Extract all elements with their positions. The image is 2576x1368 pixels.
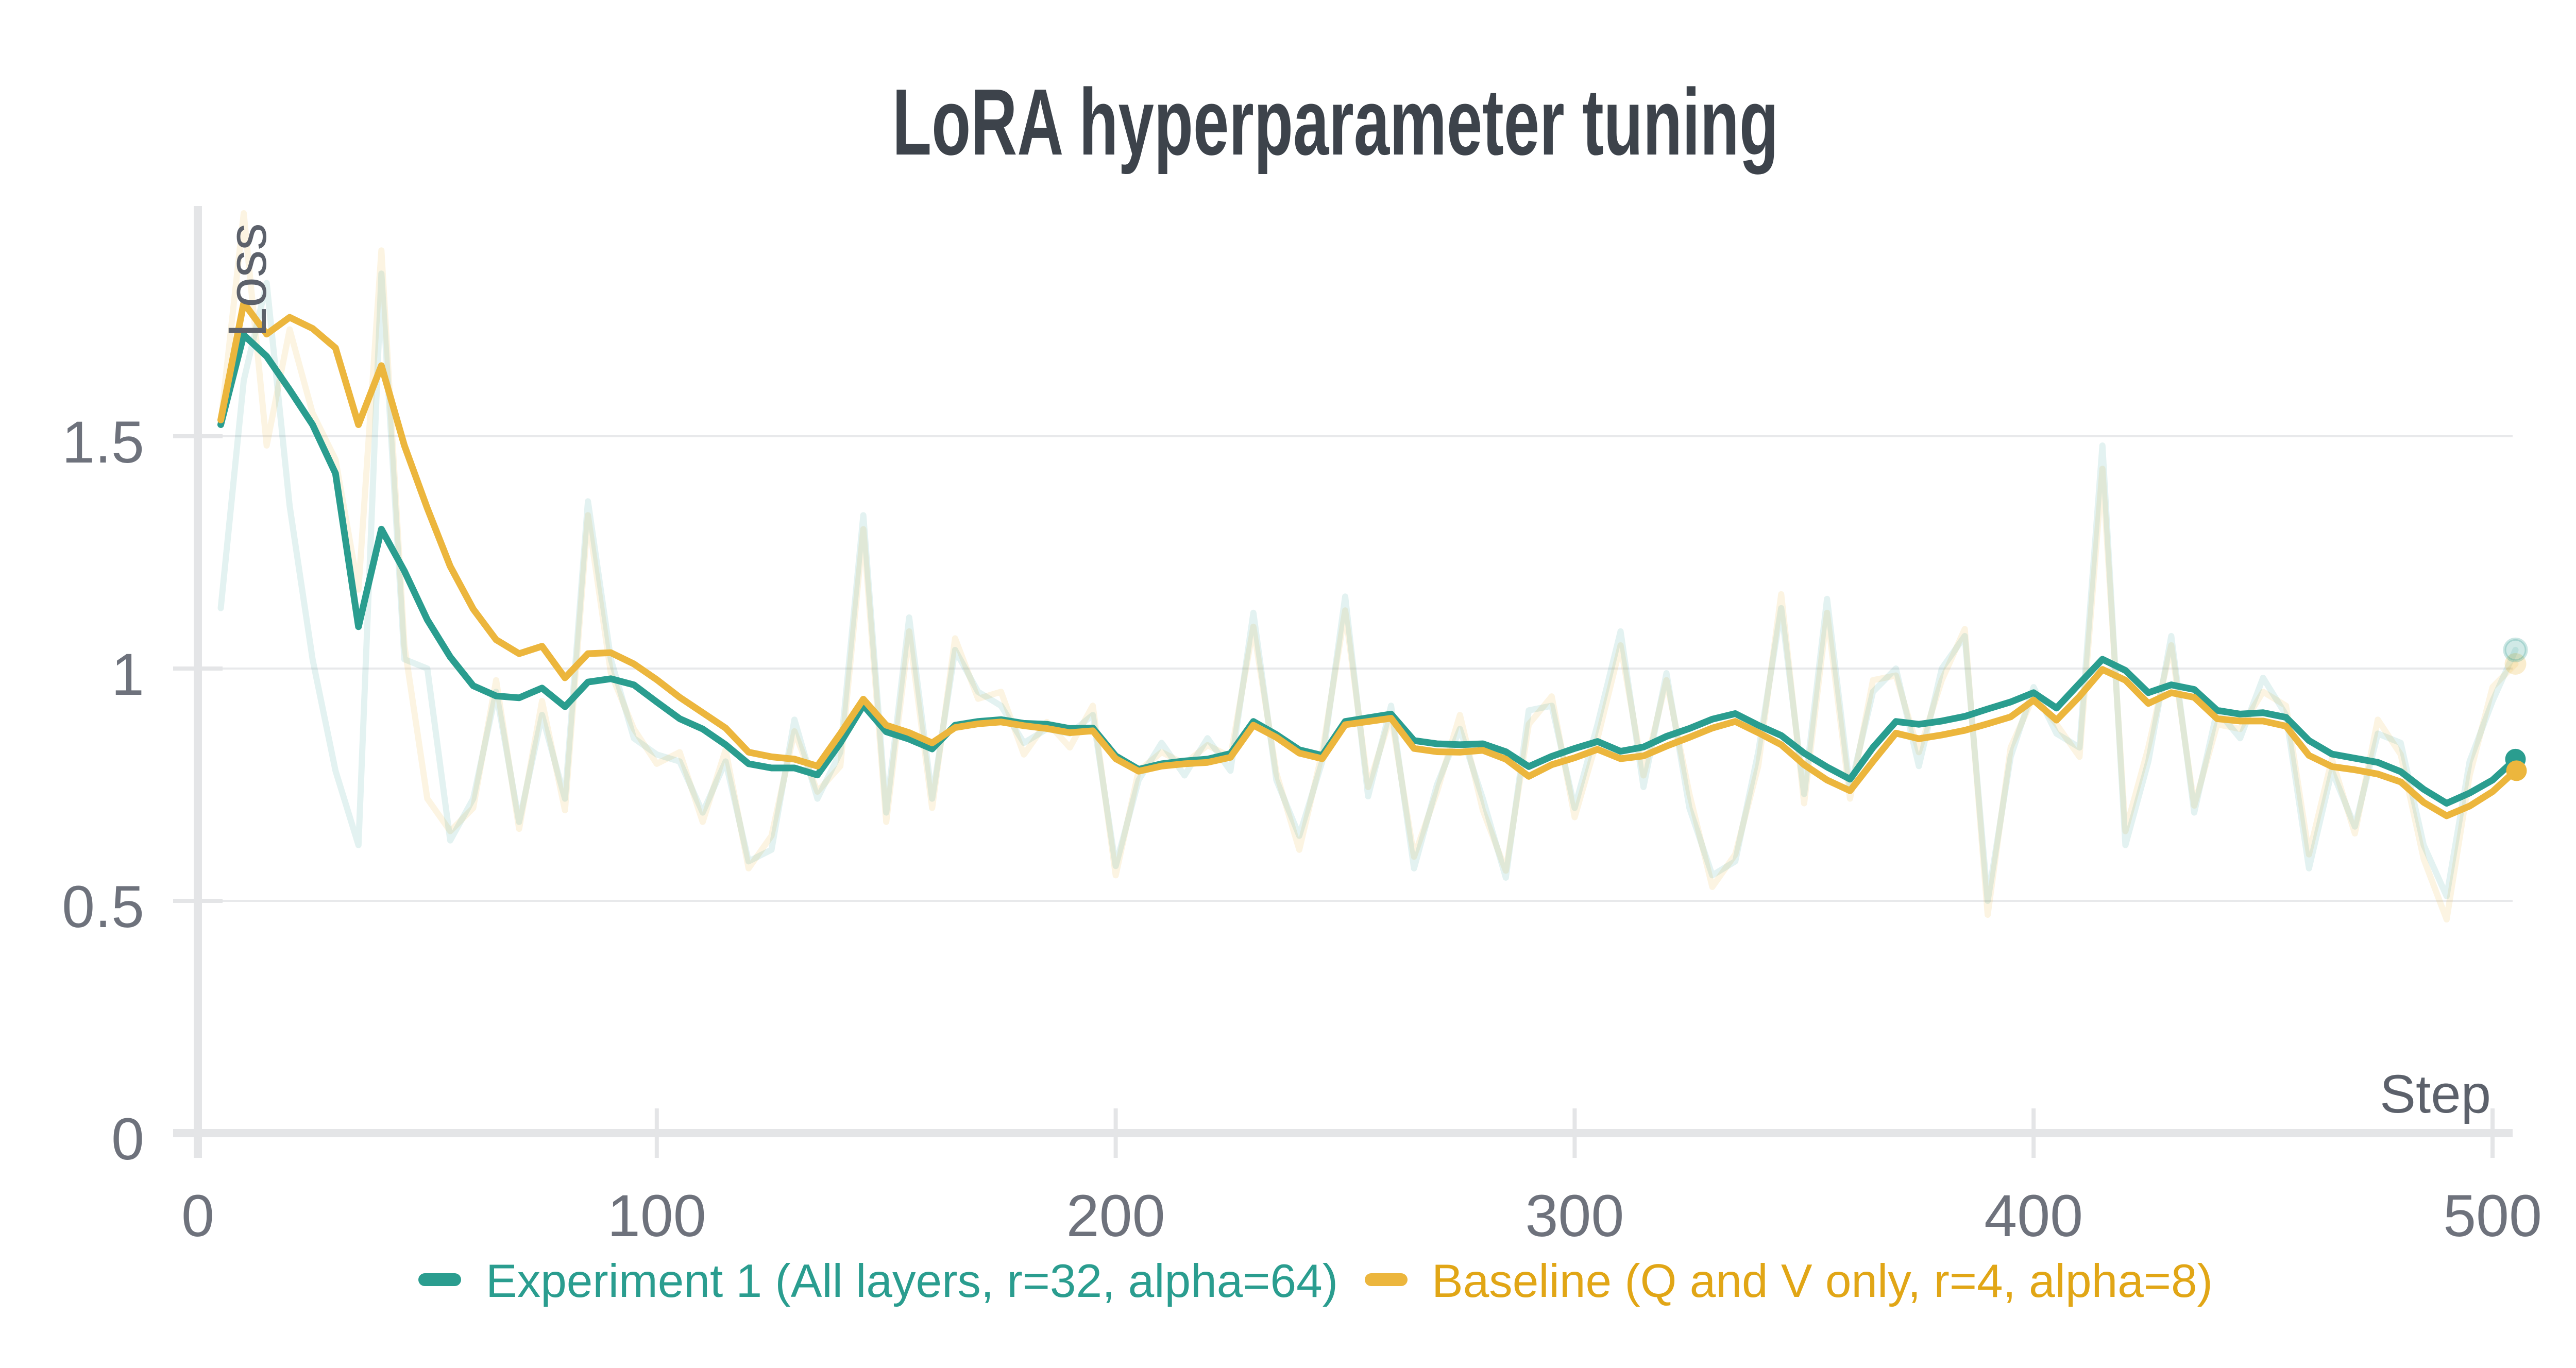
svg-text:LoRA hyperparameter tuning: LoRA hyperparameter tuning <box>892 69 1778 175</box>
svg-text:100: 100 <box>607 1183 706 1249</box>
svg-text:300: 300 <box>1525 1183 1624 1249</box>
svg-text:Baseline (Q and V only, r=4, a: Baseline (Q and V only, r=4, alpha=8) <box>1432 1255 2213 1307</box>
svg-text:0: 0 <box>181 1183 214 1249</box>
svg-text:Step: Step <box>2380 1064 2491 1124</box>
svg-text:Experiment 1 (All layers, r=32: Experiment 1 (All layers, r=32, alpha=64… <box>486 1255 1338 1307</box>
svg-text:400: 400 <box>1984 1183 2083 1249</box>
svg-text:0.5: 0.5 <box>62 874 144 940</box>
svg-text:200: 200 <box>1066 1183 1165 1249</box>
svg-text:1: 1 <box>111 642 144 708</box>
svg-text:1.5: 1.5 <box>62 409 144 475</box>
svg-text:500: 500 <box>2443 1183 2542 1249</box>
svg-text:0: 0 <box>111 1106 144 1172</box>
svg-text:Loss: Loss <box>217 223 278 337</box>
